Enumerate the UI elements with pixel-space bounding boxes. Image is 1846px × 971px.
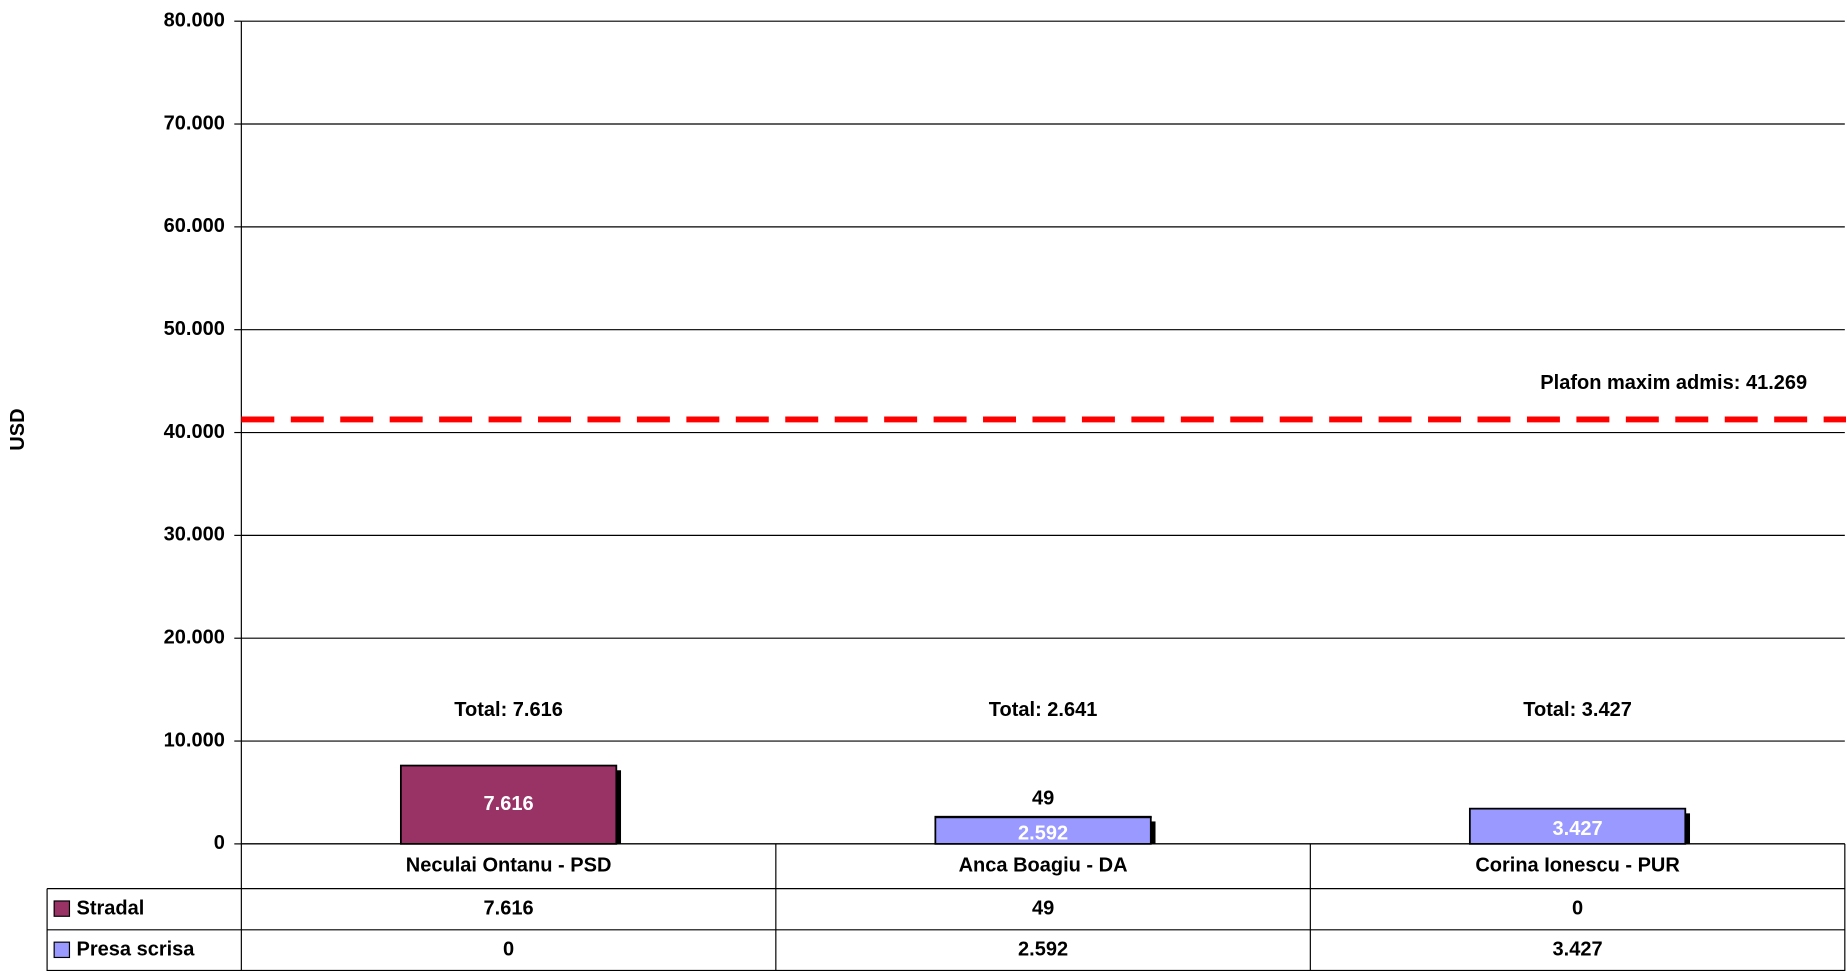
category-label: Corina Ionescu - PUR [1475, 855, 1680, 877]
data-label: 3.427 [1553, 818, 1603, 840]
category-label: Anca Boagiu - DA [959, 855, 1128, 877]
total-label: Total: 2.641 [989, 699, 1098, 721]
bar-segment [934, 815, 1152, 819]
data-label: 7.616 [484, 793, 534, 815]
data-label: 49 [1032, 787, 1054, 809]
y-tick-label: 20.000 [164, 626, 225, 648]
total-label: Total: 3.427 [1523, 699, 1632, 721]
bar-segment [1468, 807, 1687, 845]
reference-label: Plafon maxim admis: 41.269 [1540, 372, 1807, 394]
table-value: 0 [1572, 897, 1583, 919]
category-label: Neculai Ontanu - PSD [406, 855, 612, 877]
table-value: 0 [503, 939, 514, 961]
data-label: 2.592 [1018, 822, 1068, 844]
table-value: 7.616 [484, 897, 534, 919]
legend-label: Stradal [77, 897, 145, 919]
table-value: 3.427 [1553, 939, 1603, 961]
total-label: Total: 7.616 [454, 699, 563, 721]
y-tick-label: 80.000 [164, 9, 225, 31]
legend-swatch [53, 941, 71, 959]
y-tick-label: 50.000 [164, 318, 225, 340]
y-axis-label: USD [7, 408, 29, 450]
y-tick-label: 60.000 [164, 215, 225, 237]
legend-label: Presa scrisa [77, 939, 196, 961]
y-tick-label: 0 [214, 832, 225, 854]
bar-segment [934, 816, 1152, 845]
table-value: 2.592 [1018, 939, 1068, 961]
legend-swatch [53, 900, 71, 917]
y-tick-label: 30.000 [164, 524, 225, 546]
y-tick-label: 10.000 [164, 729, 225, 751]
table-value: 49 [1032, 897, 1054, 919]
y-tick-label: 70.000 [164, 112, 225, 134]
y-tick-label: 40.000 [164, 421, 225, 443]
